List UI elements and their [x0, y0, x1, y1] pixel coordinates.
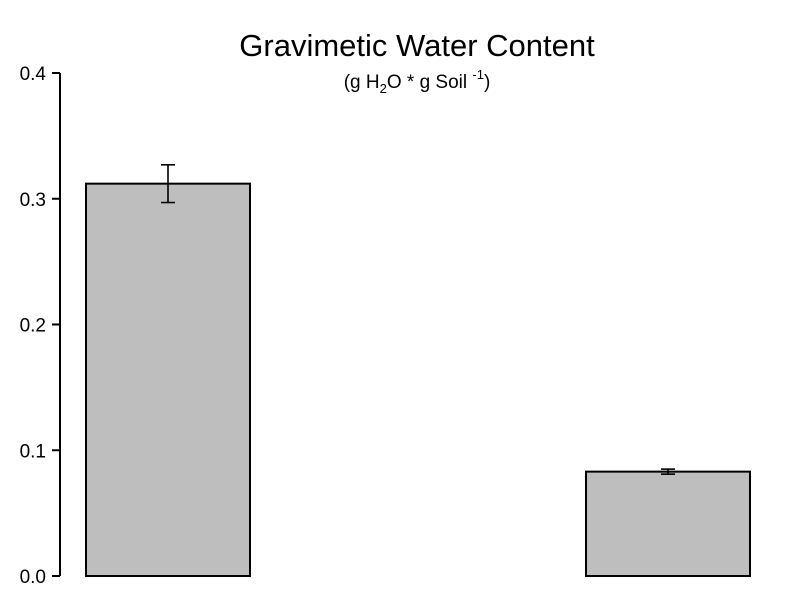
y-tick-label: 0.2 [20, 316, 46, 337]
subtitle-part-pre: (g H [344, 72, 380, 93]
bar-2 [585, 470, 751, 577]
y-tick-label: 0.3 [20, 190, 46, 211]
y-tick-label: 0.0 [20, 567, 46, 588]
subtitle-subscript: 2 [380, 81, 387, 96]
subtitle-superscript: -1 [472, 67, 484, 82]
y-ticks: 0.0 0.1 0.2 0.3 0.4 [20, 64, 60, 588]
y-tick-label: 0.1 [20, 441, 46, 462]
subtitle-part-mid: O * g Soil [387, 72, 473, 93]
chart-title: Gravimetic Water Content [239, 28, 595, 63]
bar-1 [85, 182, 251, 577]
y-tick-label: 0.4 [20, 64, 47, 85]
bars [85, 163, 751, 577]
subtitle-part-post: ) [484, 72, 490, 93]
chart-subtitle: (g H2O * g Soil -1) [344, 67, 491, 96]
